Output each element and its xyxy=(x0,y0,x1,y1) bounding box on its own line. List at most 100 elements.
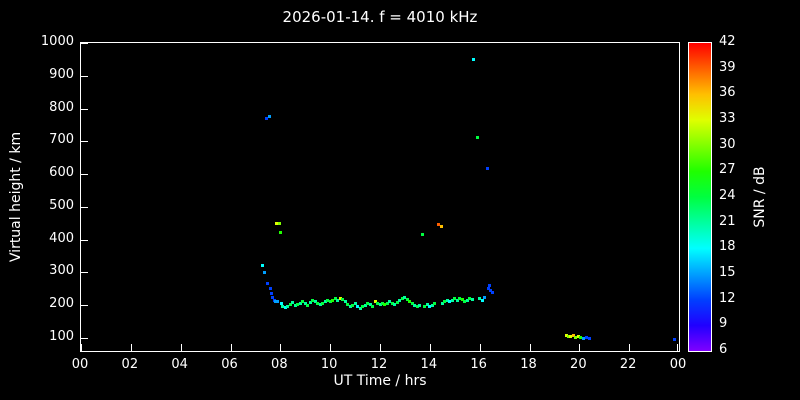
y-tick-mark xyxy=(81,43,88,44)
x-tick-mark xyxy=(479,344,481,351)
data-point xyxy=(283,306,287,310)
data-point xyxy=(463,300,467,304)
x-tick-label: 16 xyxy=(470,357,487,372)
data-point xyxy=(373,300,377,304)
data-point xyxy=(488,283,492,287)
colorbar-tick-label: 15 xyxy=(719,265,736,280)
x-tick-label: 14 xyxy=(420,357,438,372)
data-point xyxy=(395,300,399,304)
data-point xyxy=(400,297,404,301)
data-point xyxy=(443,300,447,304)
data-point xyxy=(448,300,452,304)
x-tick-label: 00 xyxy=(71,357,89,372)
data-point xyxy=(366,301,370,305)
data-point xyxy=(348,304,352,308)
data-point xyxy=(672,338,676,342)
colorbar-tick-label: 33 xyxy=(719,111,736,126)
y-tick-label: 200 xyxy=(49,296,74,312)
data-point xyxy=(270,292,274,296)
data-point xyxy=(275,221,279,225)
y-tick-label: 800 xyxy=(49,99,74,115)
y-tick-label: 900 xyxy=(49,66,74,82)
data-point xyxy=(328,300,332,304)
data-point xyxy=(430,303,434,307)
x-tick-mark xyxy=(529,344,531,351)
x-tick-label: 02 xyxy=(121,357,139,372)
y-tick-mark xyxy=(81,337,88,339)
colorbar xyxy=(688,42,712,352)
data-point xyxy=(336,299,340,303)
data-point xyxy=(301,300,305,304)
x-tick-label: 06 xyxy=(221,357,238,372)
x-tick-mark xyxy=(280,344,282,351)
data-point xyxy=(581,337,585,341)
data-point xyxy=(405,298,409,302)
data-point xyxy=(280,301,284,305)
data-point xyxy=(585,336,589,340)
data-point xyxy=(465,298,469,302)
data-point xyxy=(358,306,362,310)
data-point xyxy=(587,337,591,341)
y-tick-mark xyxy=(81,206,88,208)
data-point xyxy=(471,57,475,61)
x-tick-label: 04 xyxy=(171,357,188,372)
x-tick-label: 18 xyxy=(520,357,537,372)
y-axis-label: Virtual height / km xyxy=(8,131,24,263)
x-tick-label: 10 xyxy=(320,357,338,372)
data-point xyxy=(273,299,277,303)
data-point xyxy=(267,115,271,119)
data-point xyxy=(288,302,292,306)
x-tick-label: 22 xyxy=(619,357,637,372)
data-point xyxy=(378,303,382,307)
colorbar-tick-label: 18 xyxy=(719,239,736,255)
colorbar-tick-label: 27 xyxy=(719,162,736,178)
data-point xyxy=(428,304,432,308)
x-tick-mark xyxy=(81,344,82,351)
y-tick-mark xyxy=(81,108,88,110)
y-tick-label: 300 xyxy=(49,263,74,279)
data-point xyxy=(408,300,412,304)
data-point xyxy=(262,270,266,274)
data-point xyxy=(418,303,422,307)
data-point xyxy=(440,301,444,305)
x-tick-label: 08 xyxy=(271,357,288,372)
data-point xyxy=(579,336,583,340)
y-tick-mark xyxy=(81,75,88,77)
data-point xyxy=(286,304,290,308)
data-point xyxy=(268,287,272,291)
data-point xyxy=(383,303,387,307)
data-point xyxy=(566,335,570,339)
data-point xyxy=(485,166,489,170)
colorbar-tick-label: 42 xyxy=(719,34,736,49)
data-point xyxy=(398,299,402,303)
data-point xyxy=(574,336,578,340)
data-point xyxy=(265,116,269,120)
data-point xyxy=(420,233,424,237)
data-point xyxy=(450,298,454,302)
data-point xyxy=(277,222,281,226)
data-point xyxy=(306,303,310,307)
colorbar-tick-label: 30 xyxy=(719,136,736,152)
y-tick-mark xyxy=(81,239,88,241)
data-point xyxy=(308,300,312,304)
x-tick-mark xyxy=(429,344,431,351)
x-tick-mark xyxy=(130,344,132,351)
x-tick-mark xyxy=(677,344,678,351)
data-point xyxy=(486,286,490,290)
x-axis-label: UT Time / hrs xyxy=(333,373,427,389)
data-point xyxy=(303,301,307,305)
data-point xyxy=(445,298,449,302)
y-tick-label: 700 xyxy=(49,132,74,148)
data-point xyxy=(331,298,335,302)
data-point xyxy=(425,303,429,307)
x-tick-mark xyxy=(579,344,581,351)
data-point xyxy=(351,303,355,307)
data-point xyxy=(393,303,397,307)
y-tick-label: 100 xyxy=(49,328,74,344)
data-point xyxy=(480,298,484,302)
data-point xyxy=(346,303,350,307)
data-point xyxy=(333,297,337,301)
data-point xyxy=(356,304,360,308)
data-point xyxy=(403,295,407,299)
